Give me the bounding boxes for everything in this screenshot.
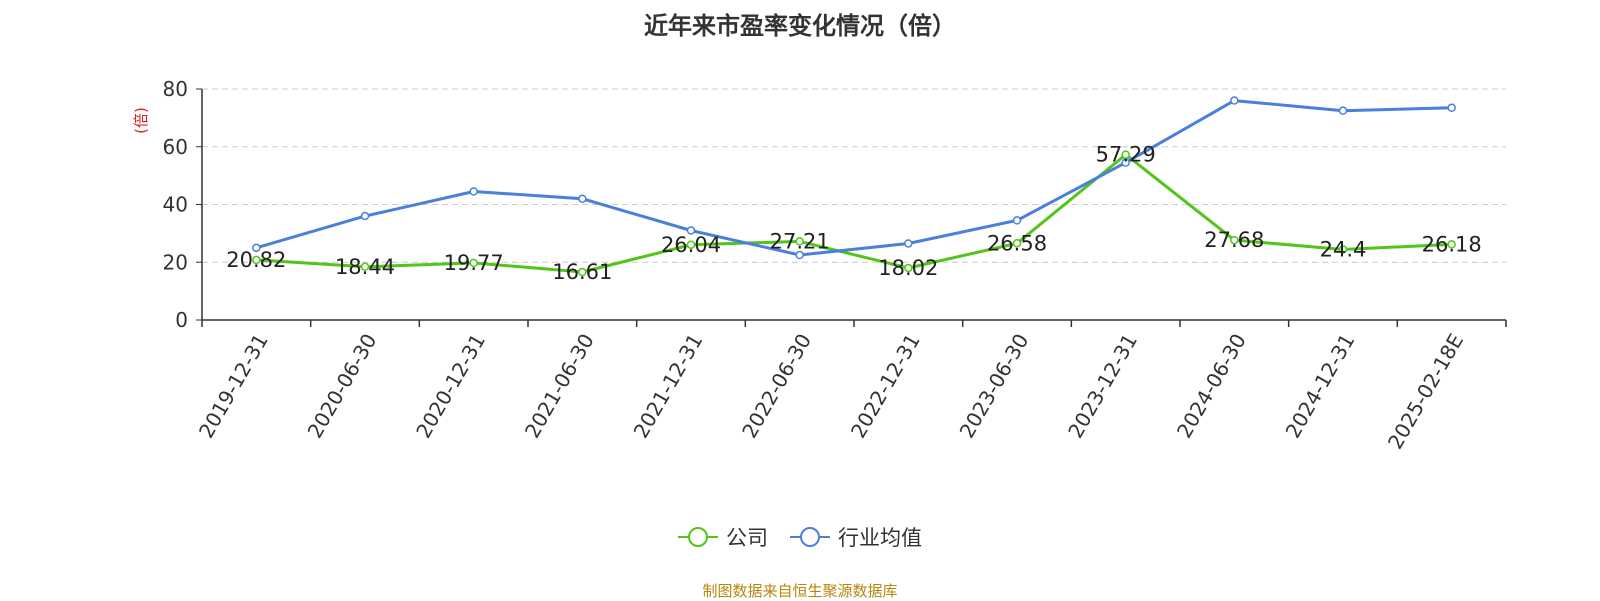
data-label-company: 27.68 (1204, 228, 1264, 252)
x-tick-label: 2020-06-30 (303, 330, 382, 443)
data-label-company: 20.82 (226, 248, 286, 272)
data-label-company: 27.21 (770, 229, 830, 253)
data-point-industry-average (469, 187, 478, 196)
y-axis-label: (倍) (132, 107, 150, 134)
x-tick-label: 2022-12-31 (846, 329, 925, 442)
data-point-industry-average (578, 194, 587, 203)
data-point-company (686, 240, 696, 250)
data-point-company (1121, 150, 1130, 159)
data-point-company (904, 263, 913, 273)
data-label-company: 26.58 (987, 231, 1047, 255)
data-point-industry-average (252, 243, 261, 253)
x-tick-label: 2024-12-31 (1281, 330, 1360, 443)
legend-marker-industry-average (790, 527, 830, 547)
y-tick-label: 0 (175, 308, 188, 332)
x-tick-label: 2021-12-31 (629, 330, 708, 443)
data-label-company: 16.61 (552, 260, 612, 284)
data-point-industry-average (1447, 103, 1456, 113)
data-label-company: 18.02 (878, 256, 938, 280)
series-lines (255, 99, 1452, 274)
data-labels: 20.82 18.44 19.77 16.61 26.04 27.21 18.02 26.58… (226, 143, 1481, 284)
y-tick-label: 20 (163, 250, 188, 274)
legend-item-industry-average[interactable]: 行业均值 (790, 522, 922, 552)
x-tick-label: 2023-06-30 (955, 330, 1034, 443)
data-label-company: 57.29 (1096, 143, 1156, 167)
y-tick-label: 40 (163, 193, 188, 217)
data-point-company (795, 237, 804, 246)
legend: 公司 行业均值 (0, 522, 1600, 552)
data-point-industry-average (795, 250, 804, 260)
data-point-company (1012, 239, 1022, 248)
data-point-industry-average (904, 239, 913, 248)
x-tick-label: 2019-12-31 (194, 330, 273, 443)
data-point-industry-average (1338, 106, 1348, 115)
data-point-industry-average (1121, 158, 1130, 167)
data-point-company (360, 262, 370, 272)
data-point-company (469, 258, 478, 268)
grid-lines (202, 88, 1506, 263)
data-points (252, 96, 1456, 277)
series-line-company (256, 153, 1452, 274)
data-source-note: 制图数据来自恒生聚源数据库 (702, 582, 898, 600)
legend-marker-company (678, 527, 718, 547)
x-tick-label: 2025-02-18E (1383, 330, 1468, 454)
data-label-company: 19.77 (444, 251, 504, 275)
data-point-industry-average (1012, 216, 1022, 225)
x-tick-label: 2024-06-30 (1172, 330, 1251, 443)
x-tick-label: 2023-12-31 (1063, 330, 1142, 443)
data-label-company: 24.4 (1320, 238, 1367, 262)
data-label-company: 18.44 (335, 255, 395, 279)
x-tick-label: 2022-06-30 (737, 330, 816, 443)
legend-label-industry-average: 行业均值 (838, 526, 922, 550)
data-point-company (578, 267, 587, 277)
data-label-company: 26.04 (661, 233, 721, 257)
data-point-company (1447, 240, 1456, 249)
data-point-industry-average (1230, 96, 1239, 105)
x-tick-label: 2020-12-31 (411, 329, 490, 442)
y-tick-label: 60 (163, 135, 188, 159)
data-point-company (1338, 245, 1348, 254)
data-point-industry-average (686, 226, 696, 235)
legend-item-company[interactable]: 公司 (678, 522, 768, 552)
chart-title: 近年来市盈率变化情况（倍） (644, 12, 956, 40)
data-label-company: 26.18 (1422, 232, 1482, 256)
x-tick-label: 2021-06-30 (520, 330, 599, 443)
series-line-industry-average (255, 99, 1452, 257)
legend-label-company: 公司 (726, 526, 768, 550)
y-tick-label: 80 (163, 77, 188, 101)
data-point-company (1230, 235, 1239, 245)
data-point-industry-average (360, 211, 370, 221)
data-point-company (252, 255, 261, 265)
